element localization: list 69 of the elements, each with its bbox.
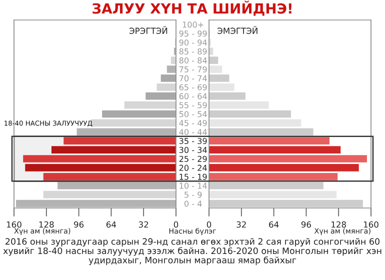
bar <box>209 83 234 91</box>
x-tick-label: 96 <box>74 221 84 228</box>
y-tick-label: 65 - 69 <box>179 84 207 90</box>
bar <box>102 110 176 118</box>
bar <box>51 146 176 154</box>
y-tick-label: 5 - 9 <box>184 192 202 198</box>
bar <box>146 92 176 100</box>
y-tick-label: 75 - 79 <box>179 66 207 72</box>
bar <box>209 137 330 145</box>
x-tick-label: 0 <box>174 221 178 228</box>
text: ЭМЭГТЭЙ <box>218 26 258 34</box>
y-tick-label: 85 - 89 <box>179 48 207 55</box>
y-tick-label: 10 - 14 <box>180 182 207 189</box>
bar <box>16 200 176 208</box>
bar <box>209 92 246 100</box>
bar <box>209 119 302 127</box>
bar <box>209 110 292 118</box>
bar <box>209 56 218 64</box>
y-tick-label: 70 - 74 <box>179 75 207 82</box>
x-tick-label: 0 <box>206 221 212 228</box>
x-tick-label: 32 <box>138 221 148 228</box>
x-tick-label: 96 <box>301 221 311 228</box>
text: ЗАЛУУ ХҮН ТА ШИЙДНЭ! <box>92 0 292 16</box>
y-tick-label: 80 - 84 <box>179 57 207 64</box>
bar <box>25 164 176 172</box>
y-tick-label: 45 - 49 <box>179 120 207 126</box>
y-tick-label: 40 - 44 <box>179 128 207 136</box>
bar <box>209 74 230 82</box>
y-tick-label: 30 - 34 <box>179 146 207 153</box>
x-tick-label: 32 <box>236 221 246 228</box>
y-tick-label: 35 - 39 <box>179 138 207 144</box>
y-tick-label: 25 - 29 <box>179 156 207 162</box>
y-tick-label: 50 - 54 <box>179 111 207 118</box>
y-tick-label: 60 - 64 <box>179 93 207 100</box>
bar <box>209 182 324 190</box>
bar <box>170 56 176 64</box>
y-tick-label: 90 - 94 <box>179 39 207 46</box>
x-tick-label: 128 <box>39 221 54 228</box>
bar <box>58 182 176 190</box>
x-tick-label: 160 <box>6 221 22 228</box>
bar <box>209 172 338 180</box>
bar <box>209 146 341 154</box>
text: ЭРЭГТЭЙ <box>129 26 168 34</box>
x-tick-label: 128 <box>332 221 346 228</box>
bar <box>156 83 176 91</box>
bar <box>90 119 176 127</box>
x-tick-label: 160 <box>364 221 378 228</box>
bar <box>124 101 176 109</box>
x-tick-label: 64 <box>269 221 279 228</box>
y-tick-label: 15 - 19 <box>180 174 207 180</box>
bar <box>209 101 269 109</box>
x-tick-label: 64 <box>106 221 116 228</box>
bar <box>43 190 176 198</box>
bar <box>209 190 337 198</box>
y-tick-label: 20 - 24 <box>179 164 207 171</box>
bar <box>64 137 176 145</box>
text: 2016 оны зургадугаар сарын 29-нд санал өгөх эрхтэй 2 сая гаруй сонгогчийн 60 хувийг 18-40 насны залуучууд эзэлж байна. 2016-2020 оны Монголын төрийг хэн удирдахыг, Монголын маргааш ямар байхыг <box>3 238 382 266</box>
bar <box>23 155 176 162</box>
bar <box>209 128 314 136</box>
bar <box>43 172 176 180</box>
y-tick-label: 0 - 4 <box>184 200 202 207</box>
y-tick-label: 100+ <box>182 22 204 28</box>
bar <box>209 164 359 172</box>
bar <box>209 66 222 73</box>
bar <box>209 155 367 162</box>
bar <box>209 200 363 208</box>
bar <box>76 128 176 136</box>
y-tick-label: 55 - 59 <box>179 102 207 108</box>
y-tick-label: 95 - 99 <box>179 30 207 37</box>
